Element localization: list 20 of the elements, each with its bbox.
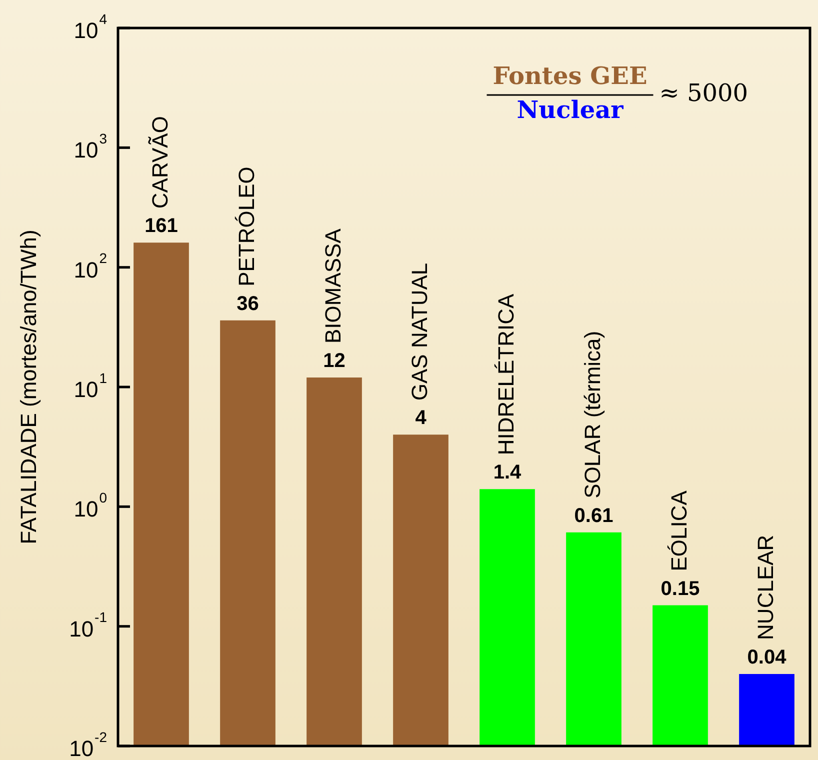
x-tick-label: EÓLICA	[666, 490, 692, 572]
data-label: 161	[144, 215, 178, 238]
x-tick-label: GAS NATUAL	[406, 262, 432, 401]
annotation: ≈ 5000	[659, 79, 748, 108]
data-label: 1.4	[493, 462, 522, 484]
data-label: 4	[415, 407, 428, 430]
x-tick-label: HIDRELÉTRICA	[493, 293, 518, 456]
data-label: 0.15	[660, 578, 700, 600]
data-label: 12	[323, 350, 346, 372]
annotation: Nuclear	[516, 95, 624, 124]
data-label: 0.61	[574, 504, 614, 527]
x-tick-label: NUCLEAR	[752, 534, 778, 640]
x-tick-label: SOLAR (térmica)	[580, 330, 605, 498]
data-label: 36	[236, 292, 259, 315]
x-tick-label: BIOMASSA	[320, 228, 346, 344]
x-tick-label: PETRÓLEO	[234, 166, 259, 286]
x-tick-label: CARVÃO	[147, 116, 172, 209]
data-label: 0.04	[747, 646, 788, 668]
annotation: Fontes GEE	[492, 61, 648, 90]
y-axis-title: FATALIDADE (mortes/ano/TWh)	[16, 230, 42, 544]
